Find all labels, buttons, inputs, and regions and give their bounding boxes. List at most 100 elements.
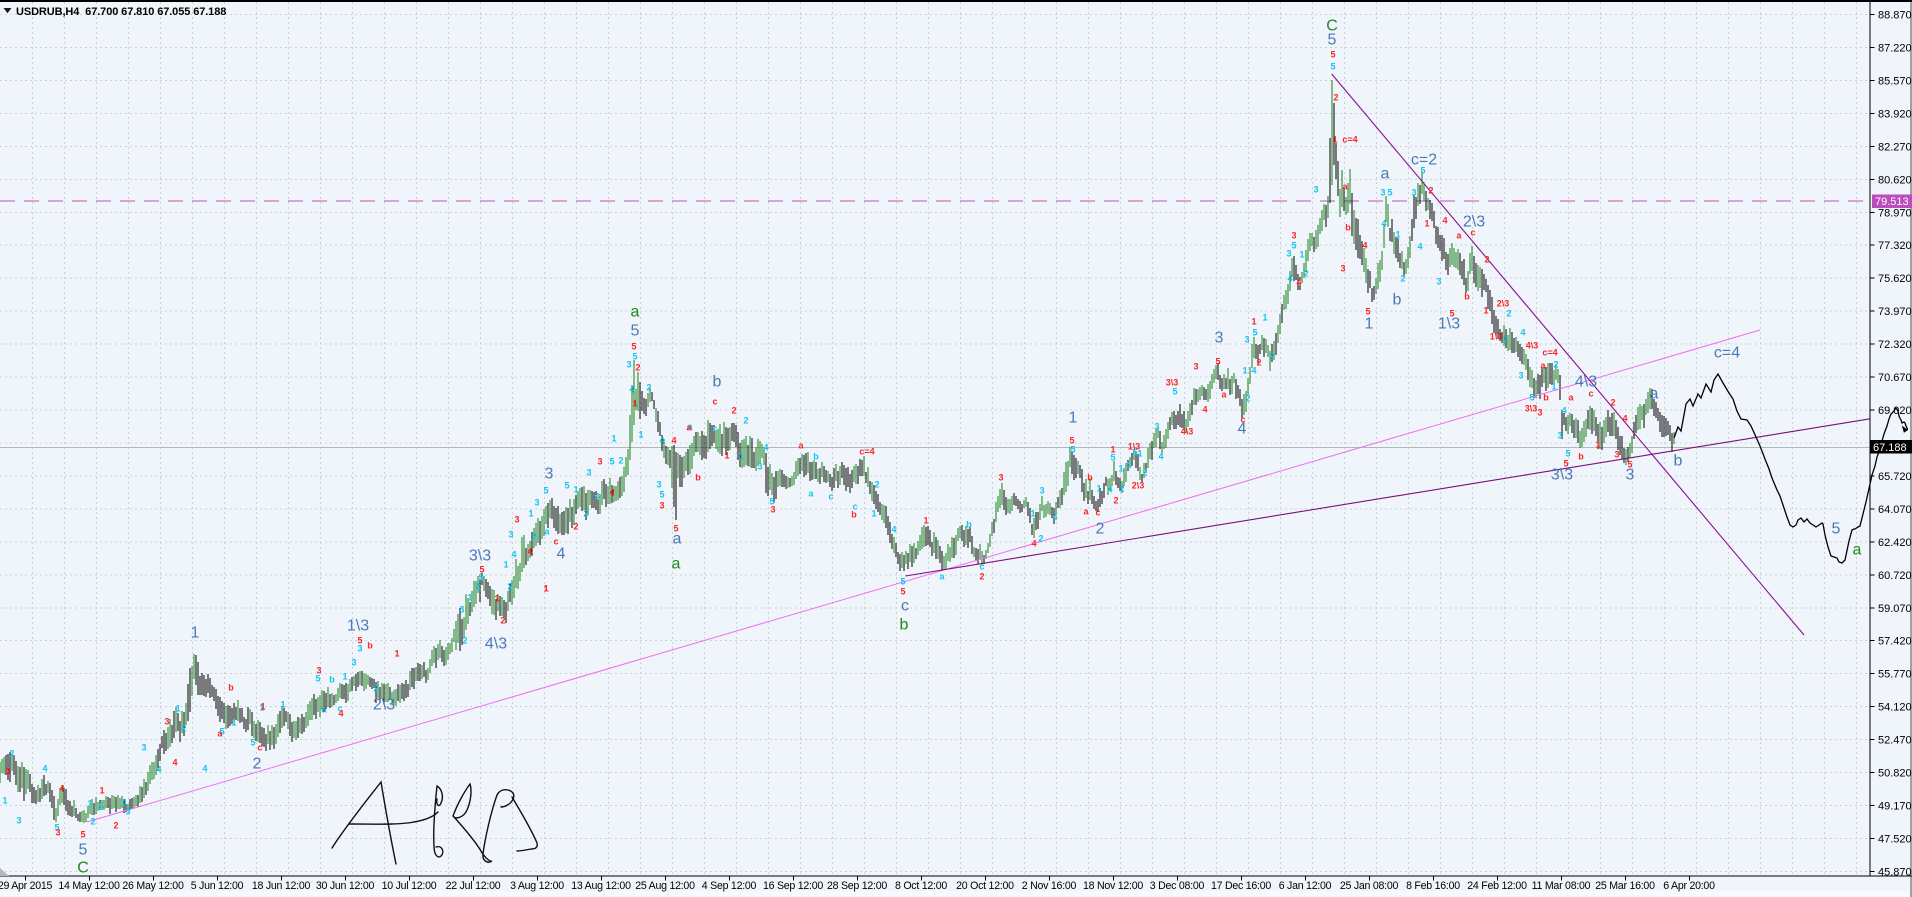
svg-text:2\3: 2\3 [1497,299,1510,309]
svg-text:3: 3 [1411,188,1416,198]
svg-text:24 Feb 12:00: 24 Feb 12:00 [1467,880,1527,892]
svg-text:c: c [1588,389,1593,399]
svg-text:3: 3 [459,605,464,615]
svg-text:b: b [851,510,857,520]
svg-text:5: 5 [1563,459,1568,469]
svg-text:1: 1 [280,700,285,710]
svg-text:a: a [321,705,327,715]
svg-text:2: 2 [1484,255,1489,265]
svg-text:5: 5 [673,524,678,534]
svg-text:5: 5 [1330,50,1335,60]
svg-text:60.720: 60.720 [1878,570,1912,582]
svg-text:3: 3 [998,473,1003,483]
svg-text:47.520: 47.520 [1878,834,1912,846]
svg-text:3: 3 [1291,231,1296,241]
svg-text:4: 4 [42,764,47,774]
svg-text:2: 2 [90,817,95,827]
svg-text:c: c [1240,415,1245,425]
svg-text:2: 2 [1303,269,1308,279]
svg-text:5: 5 [1832,521,1841,538]
svg-text:57.420: 57.420 [1878,636,1912,648]
svg-text:5: 5 [79,842,88,859]
svg-text:b: b [228,683,234,693]
svg-text:3: 3 [1039,486,1044,496]
svg-text:3: 3 [351,658,356,668]
svg-text:1: 1 [543,584,548,594]
svg-text:4: 4 [202,764,207,774]
svg-text:1: 1 [1551,382,1556,392]
svg-text:5: 5 [659,490,664,500]
svg-text:1: 1 [923,516,928,526]
svg-text:5 Jun 12:00: 5 Jun 12:00 [191,880,244,892]
svg-text:5: 5 [632,352,637,362]
svg-text:1: 1 [231,718,236,728]
svg-text:3 Aug 12:00: 3 Aug 12:00 [510,880,564,892]
svg-text:2: 2 [573,522,578,532]
svg-text:c: c [1095,508,1100,518]
svg-text:3: 3 [141,743,146,753]
svg-text:5: 5 [900,577,905,587]
svg-text:1\3: 1\3 [1438,316,1460,333]
svg-text:5: 5 [98,802,103,812]
svg-text:4: 4 [891,525,896,535]
svg-text:2: 2 [1610,398,1615,408]
svg-text:2: 2 [531,532,536,542]
svg-text:3: 3 [534,498,539,508]
svg-text:17 Dec 16:00: 17 Dec 16:00 [1211,880,1271,892]
svg-text:1: 1 [1118,464,1123,474]
svg-text:29 Apr 2015: 29 Apr 2015 [0,880,53,892]
svg-text:1: 1 [1137,449,1142,459]
svg-text:2: 2 [1428,186,1433,196]
svg-text:2: 2 [646,383,651,393]
svg-text:22 Jul 12:00: 22 Jul 12:00 [446,880,501,892]
svg-text:3: 3 [1614,450,1619,460]
svg-text:2: 2 [1506,309,1511,319]
svg-text:a: a [673,531,682,548]
svg-text:b: b [1578,452,1584,462]
svg-text:USDRUB,H4 67.700 67.810 67.05: USDRUB,H4 67.700 67.810 67.055 67.188 [16,6,226,18]
svg-text:5: 5 [1070,445,1075,455]
svg-text:3: 3 [1215,330,1224,347]
svg-text:4: 4 [1520,328,1525,338]
svg-text:4: 4 [1381,219,1386,229]
svg-text:87.220: 87.220 [1878,43,1912,55]
svg-text:3\3: 3\3 [1551,467,1573,484]
svg-text:4: 4 [59,784,64,794]
svg-text:1: 1 [2,796,7,806]
svg-text:2: 2 [1269,352,1274,362]
svg-text:5: 5 [54,823,59,833]
svg-text:5: 5 [479,565,484,575]
svg-text:1: 1 [724,451,729,461]
svg-text:5: 5 [1565,449,1570,459]
svg-text:4: 4 [511,550,516,560]
svg-text:a: a [1540,361,1546,371]
svg-text:25 Aug 12:00: 25 Aug 12:00 [635,880,695,892]
svg-text:3: 3 [656,480,661,490]
svg-text:3: 3 [514,515,519,525]
svg-text:3: 3 [1244,335,1249,345]
svg-text:3: 3 [1154,422,1159,432]
svg-text:2: 2 [1553,360,1558,370]
svg-text:c=4: c=4 [1342,135,1357,145]
svg-text:2: 2 [583,509,588,519]
svg-text:5: 5 [1529,393,1534,403]
svg-text:2: 2 [731,406,736,416]
svg-text:1: 1 [191,625,200,642]
svg-text:5: 5 [478,573,483,583]
svg-text:1: 1 [1395,230,1400,240]
svg-text:2: 2 [1119,484,1124,494]
svg-text:2: 2 [113,821,118,831]
svg-text:4: 4 [671,436,676,446]
svg-text:5: 5 [1069,436,1074,446]
svg-text:1: 1 [1242,366,1247,376]
svg-text:65.720: 65.720 [1878,471,1912,483]
svg-text:3: 3 [164,717,169,727]
svg-text:4: 4 [1417,242,1422,252]
svg-text:b: b [695,473,701,483]
svg-text:13 Aug 12:00: 13 Aug 12:00 [571,880,631,892]
svg-text:b: b [367,641,373,651]
svg-text:a: a [939,572,945,582]
svg-text:4: 4 [659,436,664,446]
svg-text:4: 4 [527,547,532,557]
svg-text:a: a [1381,166,1390,183]
